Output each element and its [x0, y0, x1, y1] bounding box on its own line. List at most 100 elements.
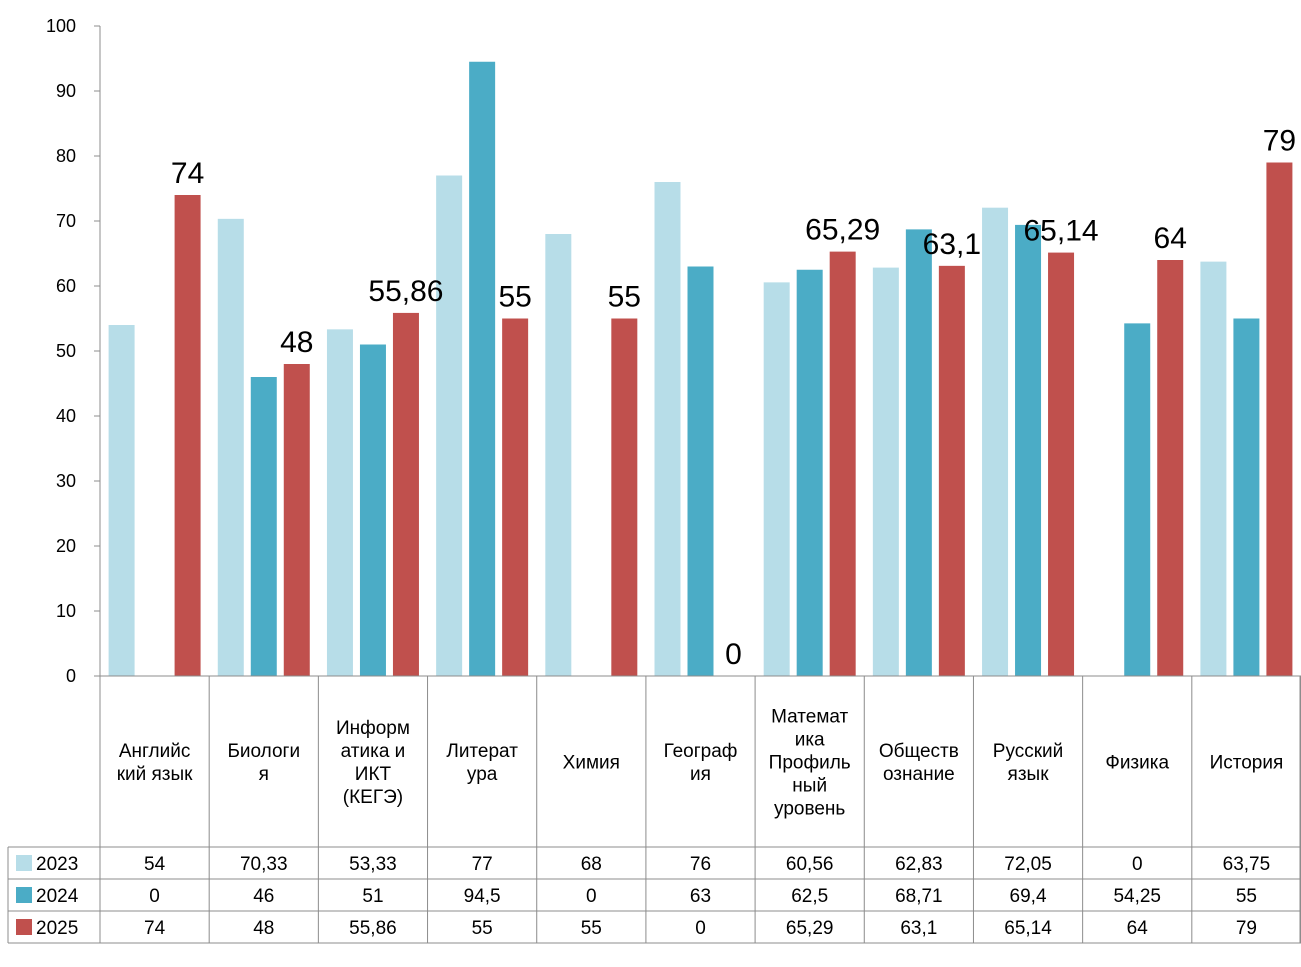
table-cell-value: 79 [1236, 918, 1257, 939]
data-label-2025: 65,14 [1024, 215, 1099, 248]
y-tick-label: 60 [56, 276, 76, 296]
bar-2024 [1233, 318, 1260, 676]
bar-2024 [359, 344, 386, 676]
legend-label-2025: 2025 [36, 918, 78, 939]
table-cell-value: 55,86 [349, 918, 397, 939]
table-cell-value: 55 [1236, 886, 1257, 907]
table-cell-value: 65,29 [786, 918, 834, 939]
x-category-label: Обществ ознание [879, 741, 959, 785]
y-tick-label: 90 [56, 81, 76, 101]
x-category-label: Биологи я [227, 741, 300, 785]
y-tick-label: 70 [56, 211, 76, 231]
data-label-2025: 74 [171, 157, 204, 190]
data-label-2025: 79 [1263, 125, 1296, 158]
table-cell-value: 74 [144, 918, 166, 939]
data-label-2025: 55,86 [368, 275, 443, 308]
x-category-label: Химия [563, 753, 620, 774]
table-cell-value: 63,75 [1223, 854, 1271, 875]
y-tick-label: 10 [56, 601, 76, 621]
bar-2023 [872, 267, 899, 676]
table-cell-value: 76 [690, 854, 711, 875]
data-label-2025: 64 [1154, 222, 1187, 255]
y-tick-label: 50 [56, 341, 76, 361]
table-cell-value: 64 [1127, 918, 1149, 939]
legend-key-2023 [16, 855, 32, 871]
table-cell-value: 94,5 [464, 886, 501, 907]
y-tick-label: 30 [56, 471, 76, 491]
bar-2023 [654, 182, 681, 676]
table-cell-value: 0 [1132, 854, 1143, 875]
bar-2025 [611, 318, 638, 676]
table-cell-value: 63,1 [900, 918, 937, 939]
bar-2024 [250, 377, 277, 676]
bar-2025 [392, 312, 419, 676]
x-category-label: История [1210, 753, 1284, 774]
table-cell-value: 77 [472, 854, 493, 875]
bar-2024 [1124, 323, 1151, 676]
data-label-2025: 63,1 [923, 228, 981, 261]
bar-2023 [217, 218, 244, 677]
legend-key-2025 [16, 919, 32, 935]
bar-2024 [469, 61, 496, 676]
bars [108, 61, 1293, 677]
x-category-label: Английс кий язык [117, 741, 193, 785]
table-cell-value: 53,33 [349, 854, 397, 875]
table-cell-value: 55 [472, 918, 493, 939]
bar-2023 [326, 329, 353, 676]
table-cell-value: 46 [253, 886, 274, 907]
x-category-label: Русский язык [993, 741, 1064, 785]
y-axis: 0 10 20 30 40 50 60 70 80 90 100 [46, 16, 101, 686]
bar-2025 [1157, 260, 1184, 676]
table-cell-value: 68,71 [895, 886, 943, 907]
data-label-2025: 0 [725, 638, 742, 671]
bar-2023 [436, 175, 463, 676]
x-category-label: Информ атика и ИКТ (КЕГЭ) [336, 718, 410, 808]
bar-2025 [174, 195, 201, 676]
table-cell-value: 70,33 [240, 854, 288, 875]
x-category-label: Математ ика Профиль ный уровень [769, 707, 851, 820]
table-cell-value: 62,83 [895, 854, 943, 875]
table-cell-value: 0 [695, 918, 706, 939]
bar-2023 [982, 207, 1009, 677]
legend-label-2024: 2024 [36, 886, 79, 907]
y-tick-label: 80 [56, 146, 76, 166]
y-tick-label: 40 [56, 406, 76, 426]
table-cell-value: 48 [253, 918, 274, 939]
table-cell-value: 60,56 [786, 854, 834, 875]
table-cell-value: 63 [690, 886, 711, 907]
table-cell-value: 62,5 [791, 886, 828, 907]
table-cell-value: 68 [581, 854, 602, 875]
bar-2025 [938, 265, 965, 676]
data-label-2025: 55 [498, 281, 531, 314]
bar-2025 [829, 251, 856, 677]
data-table: Английс кий язык Биологи я Информ атика и ИКТ(… [7, 675, 1301, 944]
y-tick-label: 20 [56, 536, 76, 556]
x-category-label: Литерат ура [446, 741, 518, 785]
table-cell-value: 69,4 [1010, 886, 1047, 907]
bar-2024 [796, 269, 823, 676]
data-label-2025: 55 [608, 281, 641, 314]
bar-2025 [1266, 162, 1293, 676]
bar-2023 [763, 282, 790, 676]
bar-2025 [1048, 252, 1075, 676]
data-label-2025: 65,29 [805, 214, 880, 247]
bar-2024 [905, 229, 932, 676]
table-cell-value: 72,05 [1004, 854, 1052, 875]
x-category-label: Физика [1105, 753, 1169, 774]
table-cell-value: 65,14 [1004, 918, 1052, 939]
legend-key-2024 [16, 887, 32, 903]
bar-2025 [283, 364, 310, 676]
bar-2024 [687, 266, 714, 676]
bar-2025 [502, 318, 529, 676]
bar-2023 [545, 234, 572, 676]
bar-2023 [1200, 261, 1227, 676]
table-cell-value: 54 [144, 854, 166, 875]
x-category-label: Географ ия [664, 741, 738, 785]
bar-2024 [1015, 224, 1042, 676]
y-tick-label: 100 [46, 16, 76, 36]
table-cell-value: 55 [581, 918, 602, 939]
legend-label-2023: 2023 [36, 854, 78, 875]
table-cell-value: 54,25 [1113, 886, 1161, 907]
table-cell-value: 0 [586, 886, 597, 907]
